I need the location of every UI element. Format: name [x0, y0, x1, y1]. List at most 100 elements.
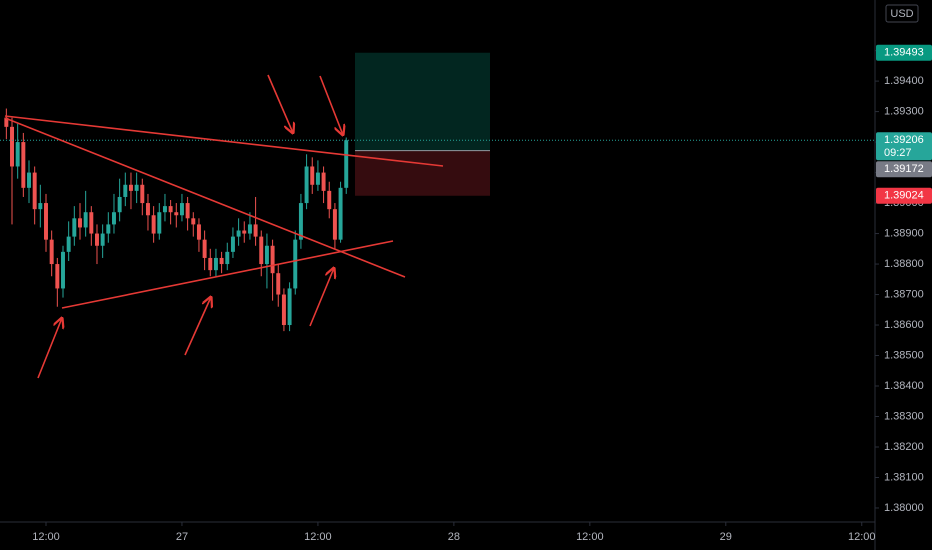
x-tick-label: 12:00: [304, 531, 332, 543]
stop-zone: [355, 150, 490, 196]
price-label-box: [876, 132, 932, 161]
candle-body: [332, 209, 337, 240]
candle-body: [213, 257, 218, 271]
candle-body: [10, 126, 14, 167]
candle-body: [259, 236, 264, 265]
x-tick-label: 29: [720, 531, 732, 543]
x-tick-label: 28: [448, 531, 460, 543]
candle-body: [95, 233, 99, 246]
candle-body: [196, 224, 201, 240]
candle-body: [219, 257, 224, 265]
y-tick-label: 1.38400: [884, 380, 924, 392]
candle-body: [123, 184, 128, 197]
y-tick-label: 1.38000: [884, 502, 924, 514]
arrow: [184, 297, 211, 356]
candle-body: [315, 172, 320, 185]
y-tick-label: 1.38800: [884, 258, 924, 270]
candle-body: [304, 166, 309, 204]
candle-body: [44, 203, 48, 240]
price-label-box: [876, 187, 932, 204]
candle-body: [21, 142, 26, 188]
candle-body: [242, 230, 247, 234]
axes: 1.38000 1.38100 1.38200 1.38300 1.38400 1.385…: [32, 45, 932, 543]
candle-body: [66, 236, 71, 252]
currency-badge: [885, 4, 919, 23]
candle-body: [55, 264, 60, 289]
candle-body: [287, 288, 292, 326]
candle-body: [27, 172, 31, 188]
candle-body: [247, 224, 252, 234]
candle-body: [83, 212, 88, 228]
price-label-box: [876, 161, 932, 178]
arrow: [37, 318, 62, 379]
candle-body: [174, 212, 179, 216]
candle-body: [151, 215, 156, 234]
target-zone: [355, 52, 490, 151]
candle-body: [191, 218, 196, 225]
candle-body: [310, 166, 315, 185]
candle-body: [344, 140, 349, 188]
candle-body: [145, 203, 150, 216]
price-label: 1.39206: [884, 134, 924, 146]
y-tick-label: 1.38900: [884, 227, 924, 239]
candle-body: [208, 257, 213, 271]
candle-body: [338, 187, 343, 240]
candle-body: [270, 245, 275, 274]
candle-body: [117, 196, 122, 213]
y-tick-label: 1.38600: [884, 319, 924, 331]
candle-body: [225, 251, 230, 265]
candle-body: [61, 251, 65, 289]
x-tick-label: 27: [176, 531, 188, 543]
candle-body: [185, 203, 190, 219]
price-label: 1.39024: [884, 190, 924, 202]
candle-body: [202, 239, 207, 258]
x-tick-label: 12:00: [32, 531, 60, 543]
candle-body: [253, 224, 258, 237]
y-tick-label: 1.38700: [884, 288, 924, 300]
candle-body: [38, 203, 43, 210]
candle-body: [140, 184, 145, 204]
candle-body: [230, 236, 235, 252]
candle-body: [236, 230, 241, 237]
candle-body: [32, 172, 37, 210]
trend-line: [4, 117, 406, 278]
trend-line: [61, 240, 394, 309]
price-label: 1.39172: [884, 163, 924, 175]
candle-body: [4, 117, 9, 127]
price-label: 1.39493: [884, 47, 924, 59]
candle-body: [293, 239, 298, 289]
candle-body: [264, 245, 269, 265]
candle-body: [134, 184, 139, 191]
candle-body: [100, 233, 105, 246]
candle-body: [111, 212, 116, 225]
arrow: [267, 74, 293, 133]
price-label-box: [876, 44, 932, 61]
candle-body: [298, 203, 303, 240]
y-tick-label: 1.39300: [884, 106, 924, 118]
candle-body: [78, 218, 82, 228]
x-tick-label: 12:00: [848, 531, 876, 543]
drawings: [4, 74, 444, 379]
trend-line: [4, 115, 444, 167]
candle-body: [15, 142, 20, 167]
candle-body: [162, 206, 167, 213]
candle-body: [168, 206, 173, 213]
candle-body: [106, 224, 111, 234]
x-tick-label: 12:00: [576, 531, 604, 543]
arrow: [309, 268, 334, 327]
candle-body: [276, 273, 281, 295]
y-tick-label: 1.38500: [884, 349, 924, 361]
currency: USD: [890, 8, 913, 20]
arrow: [319, 75, 343, 135]
y-tick-label: 1.38300: [884, 410, 924, 422]
countdown: 09:27: [884, 147, 912, 159]
candle-body: [179, 203, 184, 216]
candle-body: [321, 172, 326, 191]
candle-body: [157, 212, 162, 234]
candle-body: [128, 184, 133, 191]
y-tick-label: 1.39400: [884, 75, 924, 87]
candle-body: [281, 294, 286, 326]
